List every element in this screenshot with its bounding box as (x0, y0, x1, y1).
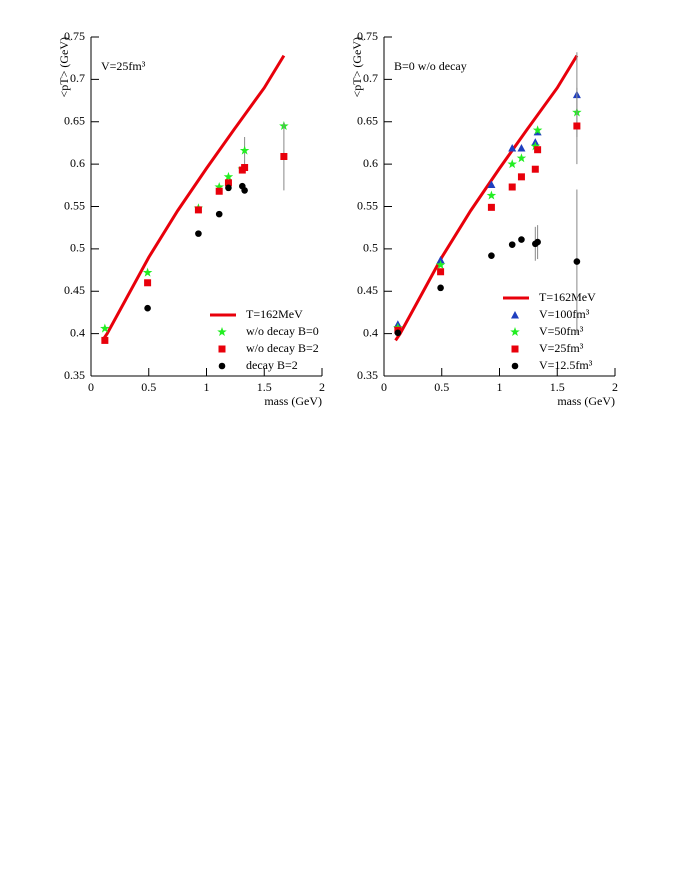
data-point (215, 210, 223, 218)
data-point (144, 279, 152, 287)
y-tick-label: 0.6 (70, 156, 85, 170)
data-point (508, 183, 516, 191)
y-tick-label: 0.35 (357, 368, 378, 382)
data-point (437, 268, 445, 276)
y-tick-label: 0.55 (357, 198, 378, 212)
y-tick-label: 0.45 (64, 283, 85, 297)
model-curve (101, 54, 286, 342)
data-point (517, 173, 525, 181)
data-point (516, 153, 527, 163)
y-tick-label: 0.4 (70, 325, 85, 339)
annotation: B=0 w/o decay (394, 59, 467, 73)
data-point (532, 125, 543, 135)
x-tick-label: 0 (88, 380, 94, 394)
data-point (280, 152, 288, 160)
y-axis-label: <pT> (GeV) (350, 37, 364, 98)
data-point (573, 122, 581, 130)
x-tick-label: 1.5 (257, 380, 272, 394)
data-point (534, 238, 541, 246)
x-tick-label: 1.5 (550, 380, 565, 394)
x-axis-label: mass (GeV) (264, 394, 322, 408)
data-point (214, 182, 224, 192)
legend-swatch (511, 362, 519, 370)
data-point (100, 323, 110, 333)
data-point (101, 336, 109, 344)
y-tick-label: 0.65 (64, 114, 85, 128)
data-point (507, 159, 517, 169)
data-point (223, 171, 234, 181)
y-tick-label: 0.65 (357, 114, 378, 128)
data-point (518, 236, 525, 243)
data-point (195, 230, 202, 237)
x-tick-label: 2 (612, 380, 618, 394)
legend-label: decay B=2 (246, 358, 298, 372)
y-tick-label: 0.45 (357, 283, 378, 297)
data-point (573, 258, 581, 265)
data-point (225, 184, 232, 192)
data-point (241, 187, 248, 194)
legend-label: w/o decay B=2 (246, 341, 319, 355)
data-point (241, 164, 249, 172)
legend-label: V=100fm³ (539, 307, 590, 321)
data-point (508, 241, 516, 248)
data-point (488, 252, 495, 259)
x-tick-label: 0.5 (141, 380, 156, 394)
data-point (487, 203, 495, 211)
legend-swatch (511, 311, 519, 319)
legend-swatch (217, 327, 227, 337)
data-point (142, 267, 153, 277)
data-point (517, 144, 526, 152)
legend-label: V=12.5fm³ (539, 358, 593, 372)
data-point (194, 206, 202, 214)
data-point (530, 141, 541, 151)
legend-swatch (511, 345, 519, 353)
legend-swatch (218, 345, 226, 353)
x-tick-label: 0 (381, 380, 387, 394)
y-tick-label: 0.75 (357, 29, 378, 43)
data-point (436, 255, 445, 264)
data-point (435, 259, 446, 270)
x-tick-label: 1 (204, 380, 210, 394)
data-point (239, 145, 250, 155)
y-tick-label: 0.55 (64, 198, 85, 212)
data-point (437, 284, 444, 292)
data-point (394, 329, 402, 337)
y-tick-label: 0.5 (363, 241, 378, 255)
data-point (224, 179, 232, 187)
y-tick-label: 0.7 (363, 71, 378, 85)
x-tick-label: 2 (319, 380, 325, 394)
legend-label: V=25fm³ (539, 341, 584, 355)
data-point (531, 165, 539, 173)
model-curve (394, 54, 579, 342)
legend-label: T=162MeV (246, 307, 303, 321)
y-axis-label: <pT> (GeV) (57, 37, 71, 98)
legend-label: V=50fm³ (539, 324, 584, 338)
data-point (508, 144, 517, 152)
data-point (486, 190, 497, 200)
data-point (534, 146, 542, 154)
annotation: V=25fm³ (101, 59, 146, 73)
data-point (144, 304, 151, 312)
x-axis-label: mass (GeV) (557, 394, 615, 408)
y-tick-label: 0.35 (64, 368, 85, 382)
x-tick-label: 0.5 (434, 380, 449, 394)
x-tick-label: 1 (497, 380, 503, 394)
legend-swatch (218, 362, 226, 370)
legend-swatch (510, 327, 520, 337)
y-tick-label: 0.5 (70, 241, 85, 255)
legend-label: T=162MeV (539, 290, 596, 304)
y-tick-label: 0.4 (363, 325, 378, 339)
y-tick-label: 0.7 (70, 71, 85, 85)
data-point (215, 187, 223, 195)
y-tick-label: 0.6 (363, 156, 378, 170)
data-point (487, 180, 496, 188)
legend-label: w/o decay B=0 (246, 324, 319, 338)
y-tick-label: 0.75 (64, 29, 85, 43)
